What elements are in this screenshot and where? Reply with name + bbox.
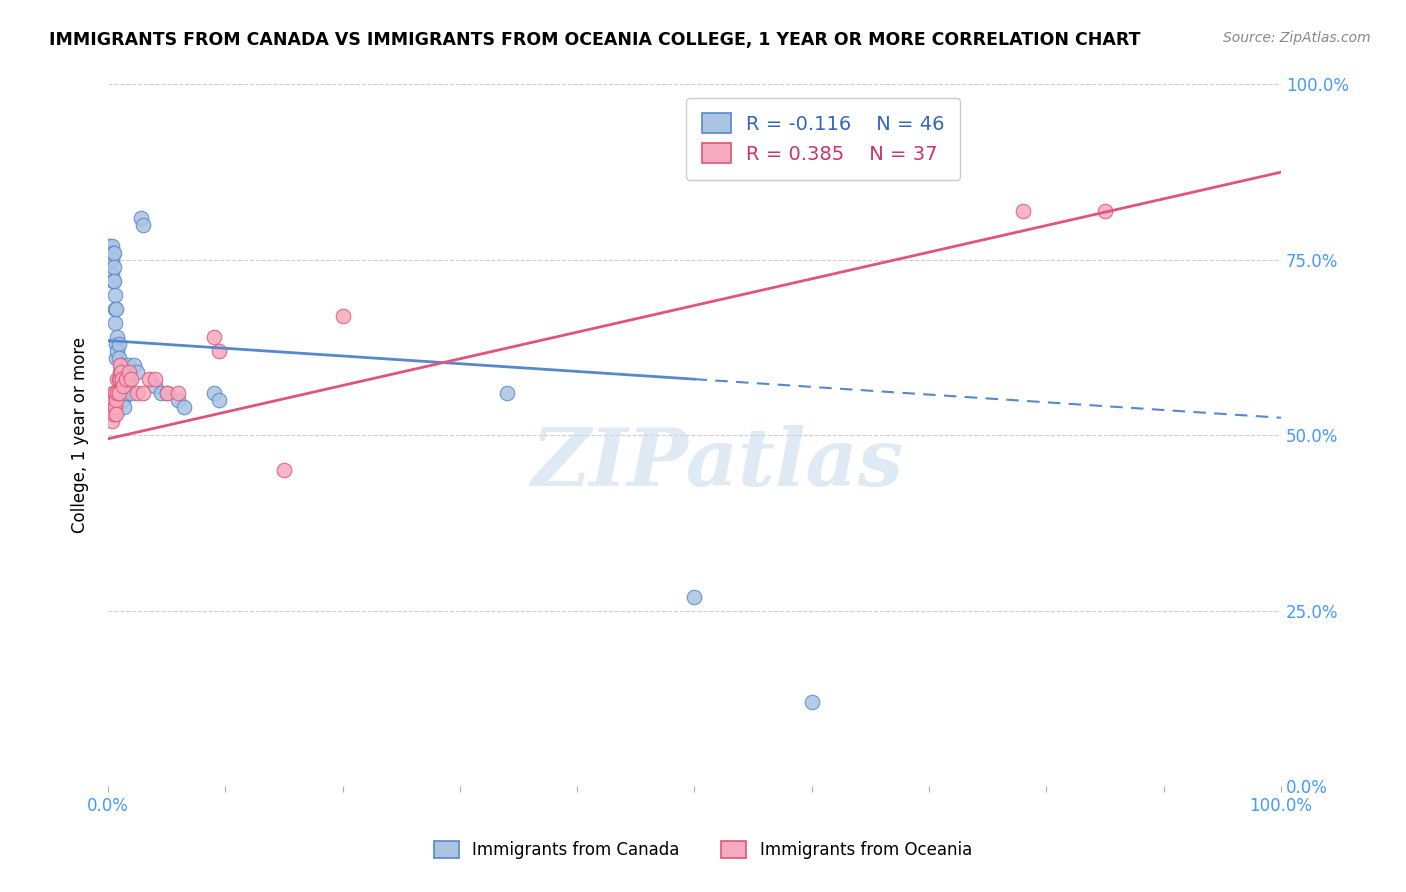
Point — [1094, 203, 1116, 218]
Point — [104, 401, 127, 415]
Point — [111, 379, 134, 393]
Y-axis label: College, 1 year or more: College, 1 year or more — [72, 337, 89, 533]
Point — [132, 386, 155, 401]
Point — [114, 386, 136, 401]
Point — [208, 344, 231, 359]
Point — [112, 379, 135, 393]
Point — [167, 393, 190, 408]
Point — [173, 401, 195, 415]
Point — [332, 309, 354, 323]
Point — [110, 358, 132, 372]
Point — [143, 372, 166, 386]
Point — [107, 386, 129, 401]
Point — [100, 239, 122, 253]
Point — [167, 386, 190, 401]
Point — [105, 386, 128, 401]
Point — [105, 344, 128, 359]
Point — [105, 372, 128, 386]
Point — [112, 393, 135, 408]
Point — [107, 351, 129, 365]
Point — [132, 218, 155, 232]
Point — [149, 386, 172, 401]
Point — [127, 386, 149, 401]
Legend: R = -0.116    N = 46, R = 0.385    N = 37: R = -0.116 N = 46, R = 0.385 N = 37 — [686, 97, 960, 179]
Point — [105, 337, 128, 351]
Point — [103, 407, 125, 421]
Point — [120, 386, 142, 401]
Point — [495, 386, 517, 401]
Point — [98, 239, 121, 253]
Point — [107, 372, 129, 386]
Point — [103, 245, 125, 260]
Point — [202, 330, 225, 344]
Point — [107, 337, 129, 351]
Point — [98, 401, 121, 415]
Text: ZIPatlas: ZIPatlas — [531, 425, 904, 502]
Point — [122, 358, 145, 372]
Point — [118, 372, 141, 386]
Point — [120, 372, 142, 386]
Point — [104, 288, 127, 302]
Point — [114, 372, 136, 386]
Point — [156, 386, 179, 401]
Point — [100, 267, 122, 281]
Point — [202, 386, 225, 401]
Point — [800, 695, 823, 709]
Point — [143, 379, 166, 393]
Point — [98, 393, 121, 408]
Point — [117, 358, 139, 372]
Text: Source: ZipAtlas.com: Source: ZipAtlas.com — [1223, 31, 1371, 45]
Point — [127, 365, 149, 379]
Point — [101, 386, 124, 401]
Point — [98, 245, 121, 260]
Point — [208, 393, 231, 408]
Point — [108, 358, 131, 372]
Point — [111, 372, 134, 386]
Point — [103, 274, 125, 288]
Point — [104, 301, 127, 316]
Point — [105, 301, 128, 316]
Legend: Immigrants from Canada, Immigrants from Oceania: Immigrants from Canada, Immigrants from … — [427, 834, 979, 866]
Point — [112, 401, 135, 415]
Point — [101, 274, 124, 288]
Point — [100, 401, 122, 415]
Point — [1012, 203, 1035, 218]
Point — [683, 590, 706, 604]
Point — [103, 393, 125, 408]
Point — [156, 386, 179, 401]
Point — [100, 414, 122, 428]
Point — [101, 401, 124, 415]
Point — [104, 386, 127, 401]
Point — [103, 260, 125, 274]
Point — [98, 252, 121, 267]
Point — [104, 316, 127, 330]
Point — [108, 372, 131, 386]
Point — [112, 379, 135, 393]
Point — [273, 463, 295, 477]
Point — [108, 379, 131, 393]
Point — [138, 372, 160, 386]
Point — [110, 365, 132, 379]
Point — [108, 365, 131, 379]
Point — [105, 407, 128, 421]
Point — [100, 252, 122, 267]
Point — [105, 351, 128, 365]
Point — [118, 365, 141, 379]
Point — [101, 245, 124, 260]
Point — [98, 407, 121, 421]
Point — [105, 393, 128, 408]
Point — [129, 211, 152, 225]
Point — [105, 330, 128, 344]
Text: IMMIGRANTS FROM CANADA VS IMMIGRANTS FROM OCEANIA COLLEGE, 1 YEAR OR MORE CORREL: IMMIGRANTS FROM CANADA VS IMMIGRANTS FRO… — [49, 31, 1140, 49]
